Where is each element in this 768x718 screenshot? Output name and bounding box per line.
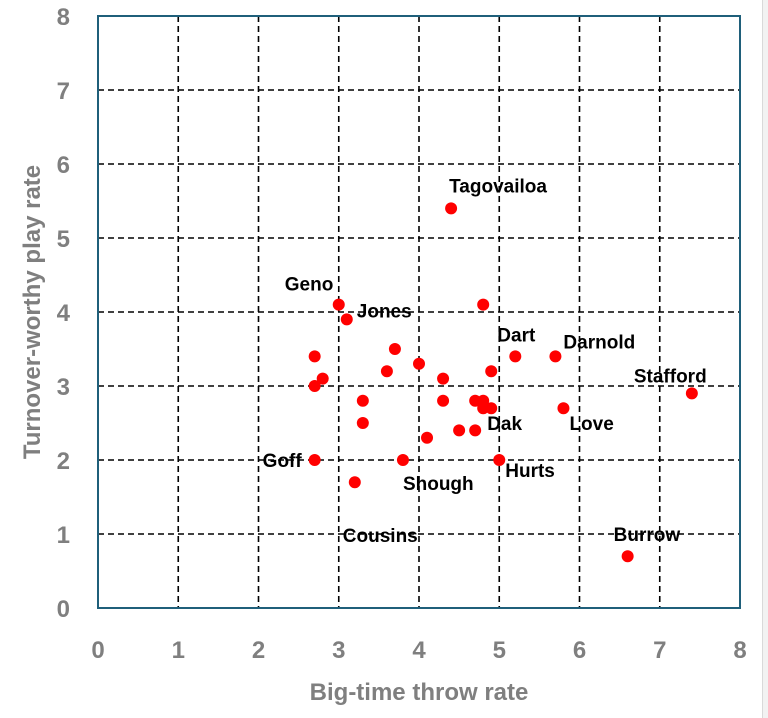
data-point [316, 372, 329, 385]
data-point [485, 402, 498, 415]
x-tick-label: 1 [172, 637, 185, 664]
data-point [356, 417, 369, 429]
data-point [421, 431, 434, 444]
x-tick-label: 4 [412, 637, 426, 664]
point-label-darnold: Darnold [563, 332, 635, 353]
x-tick-label: 3 [332, 637, 345, 664]
point-label-dart: Dart [497, 325, 536, 346]
data-point [621, 550, 634, 563]
data-point [308, 454, 321, 466]
data-point [453, 424, 466, 437]
y-tick-label: 4 [57, 300, 71, 327]
y-tick-label: 0 [57, 596, 70, 623]
data-point [437, 372, 450, 385]
point-label-cousins: Cousins [343, 526, 418, 547]
point-label-jones: Jones [357, 301, 412, 322]
x-tick-label: 7 [653, 637, 666, 664]
y-tick-label: 8 [57, 4, 70, 31]
data-point [549, 350, 562, 363]
point-label-hurts: Hurts [505, 461, 555, 482]
data-point [340, 313, 353, 326]
y-tick-label: 7 [57, 78, 70, 105]
data-point [485, 365, 498, 378]
x-axis-label: Big-time throw rate [310, 679, 529, 706]
data-point [332, 298, 345, 311]
x-tick-label: 0 [91, 637, 104, 664]
x-tick-labels: 0 1 2 3 4 5 6 7 8 [91, 637, 746, 664]
point-label-burrow: Burrow [614, 525, 681, 546]
x-tick-label: 6 [573, 637, 586, 664]
x-tick-label: 2 [252, 637, 265, 664]
data-point [413, 357, 425, 370]
y-tick-label: 2 [57, 448, 70, 475]
data-point [356, 394, 369, 407]
point-label-love: Love [569, 414, 613, 435]
point-label-geno: Geno [285, 275, 334, 296]
point-label-dak: Dak [487, 414, 522, 435]
plot-frame [97, 15, 741, 609]
y-axis-label: Turnover-worthy play rate [19, 165, 46, 459]
data-points [308, 202, 698, 563]
data-point [380, 365, 393, 378]
y-tick-label: 3 [57, 374, 70, 401]
data-point [348, 476, 361, 489]
data-point [388, 343, 401, 355]
grid-lines [98, 16, 740, 608]
point-label-goff: Goff [263, 451, 303, 472]
y-tick-label: 5 [57, 226, 70, 253]
data-point [437, 394, 450, 407]
data-point [308, 380, 321, 392]
data-point [469, 424, 482, 437]
data-point [308, 350, 321, 363]
data-point [685, 387, 698, 400]
window-edge [762, 0, 768, 718]
point-labels: Tagovailoa Geno Jones Dart Darnold Stafford Da… [263, 176, 707, 547]
data-point [493, 454, 506, 466]
x-tick-label: 8 [733, 637, 746, 664]
point-label-shough: Shough [403, 474, 474, 495]
data-point [509, 350, 522, 363]
data-point [396, 454, 409, 466]
x-tick-label: 5 [493, 637, 506, 664]
data-point [445, 202, 458, 215]
y-tick-label: 1 [57, 522, 70, 549]
y-tick-labels: 0 1 2 3 4 5 6 7 8 [57, 4, 71, 623]
data-point [557, 402, 570, 415]
y-tick-label: 6 [57, 152, 70, 179]
point-label-stafford: Stafford [634, 366, 707, 387]
data-point [477, 298, 490, 311]
point-label-tagovailoa: Tagovailoa [449, 176, 547, 197]
